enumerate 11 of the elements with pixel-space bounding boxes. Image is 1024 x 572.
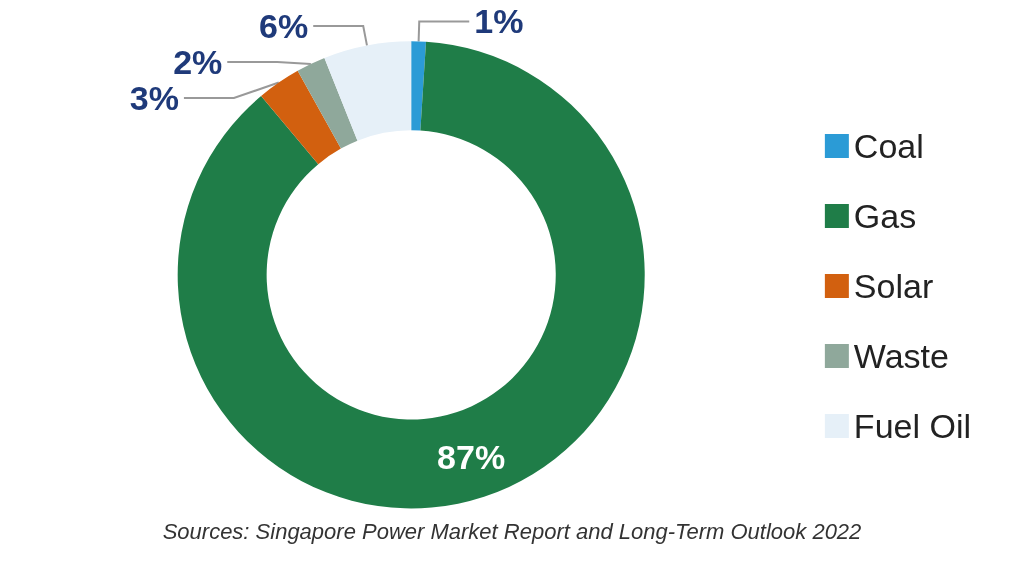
source-note: Sources: Singapore Power Market Report and Long-Term Outlook 2022 (162, 518, 862, 544)
data-label: 6% (259, 7, 309, 45)
legend-label: Gas (853, 197, 917, 235)
data-label: 2% (173, 43, 223, 81)
legend-label: Coal (853, 127, 924, 165)
legend-label: Solar (853, 267, 934, 305)
legend-label: Waste (853, 337, 949, 375)
data-label: 87% (437, 438, 506, 477)
data-label: 3% (129, 79, 179, 117)
legend-label: Fuel Oil (853, 407, 971, 445)
data-label: 1% (474, 2, 524, 41)
